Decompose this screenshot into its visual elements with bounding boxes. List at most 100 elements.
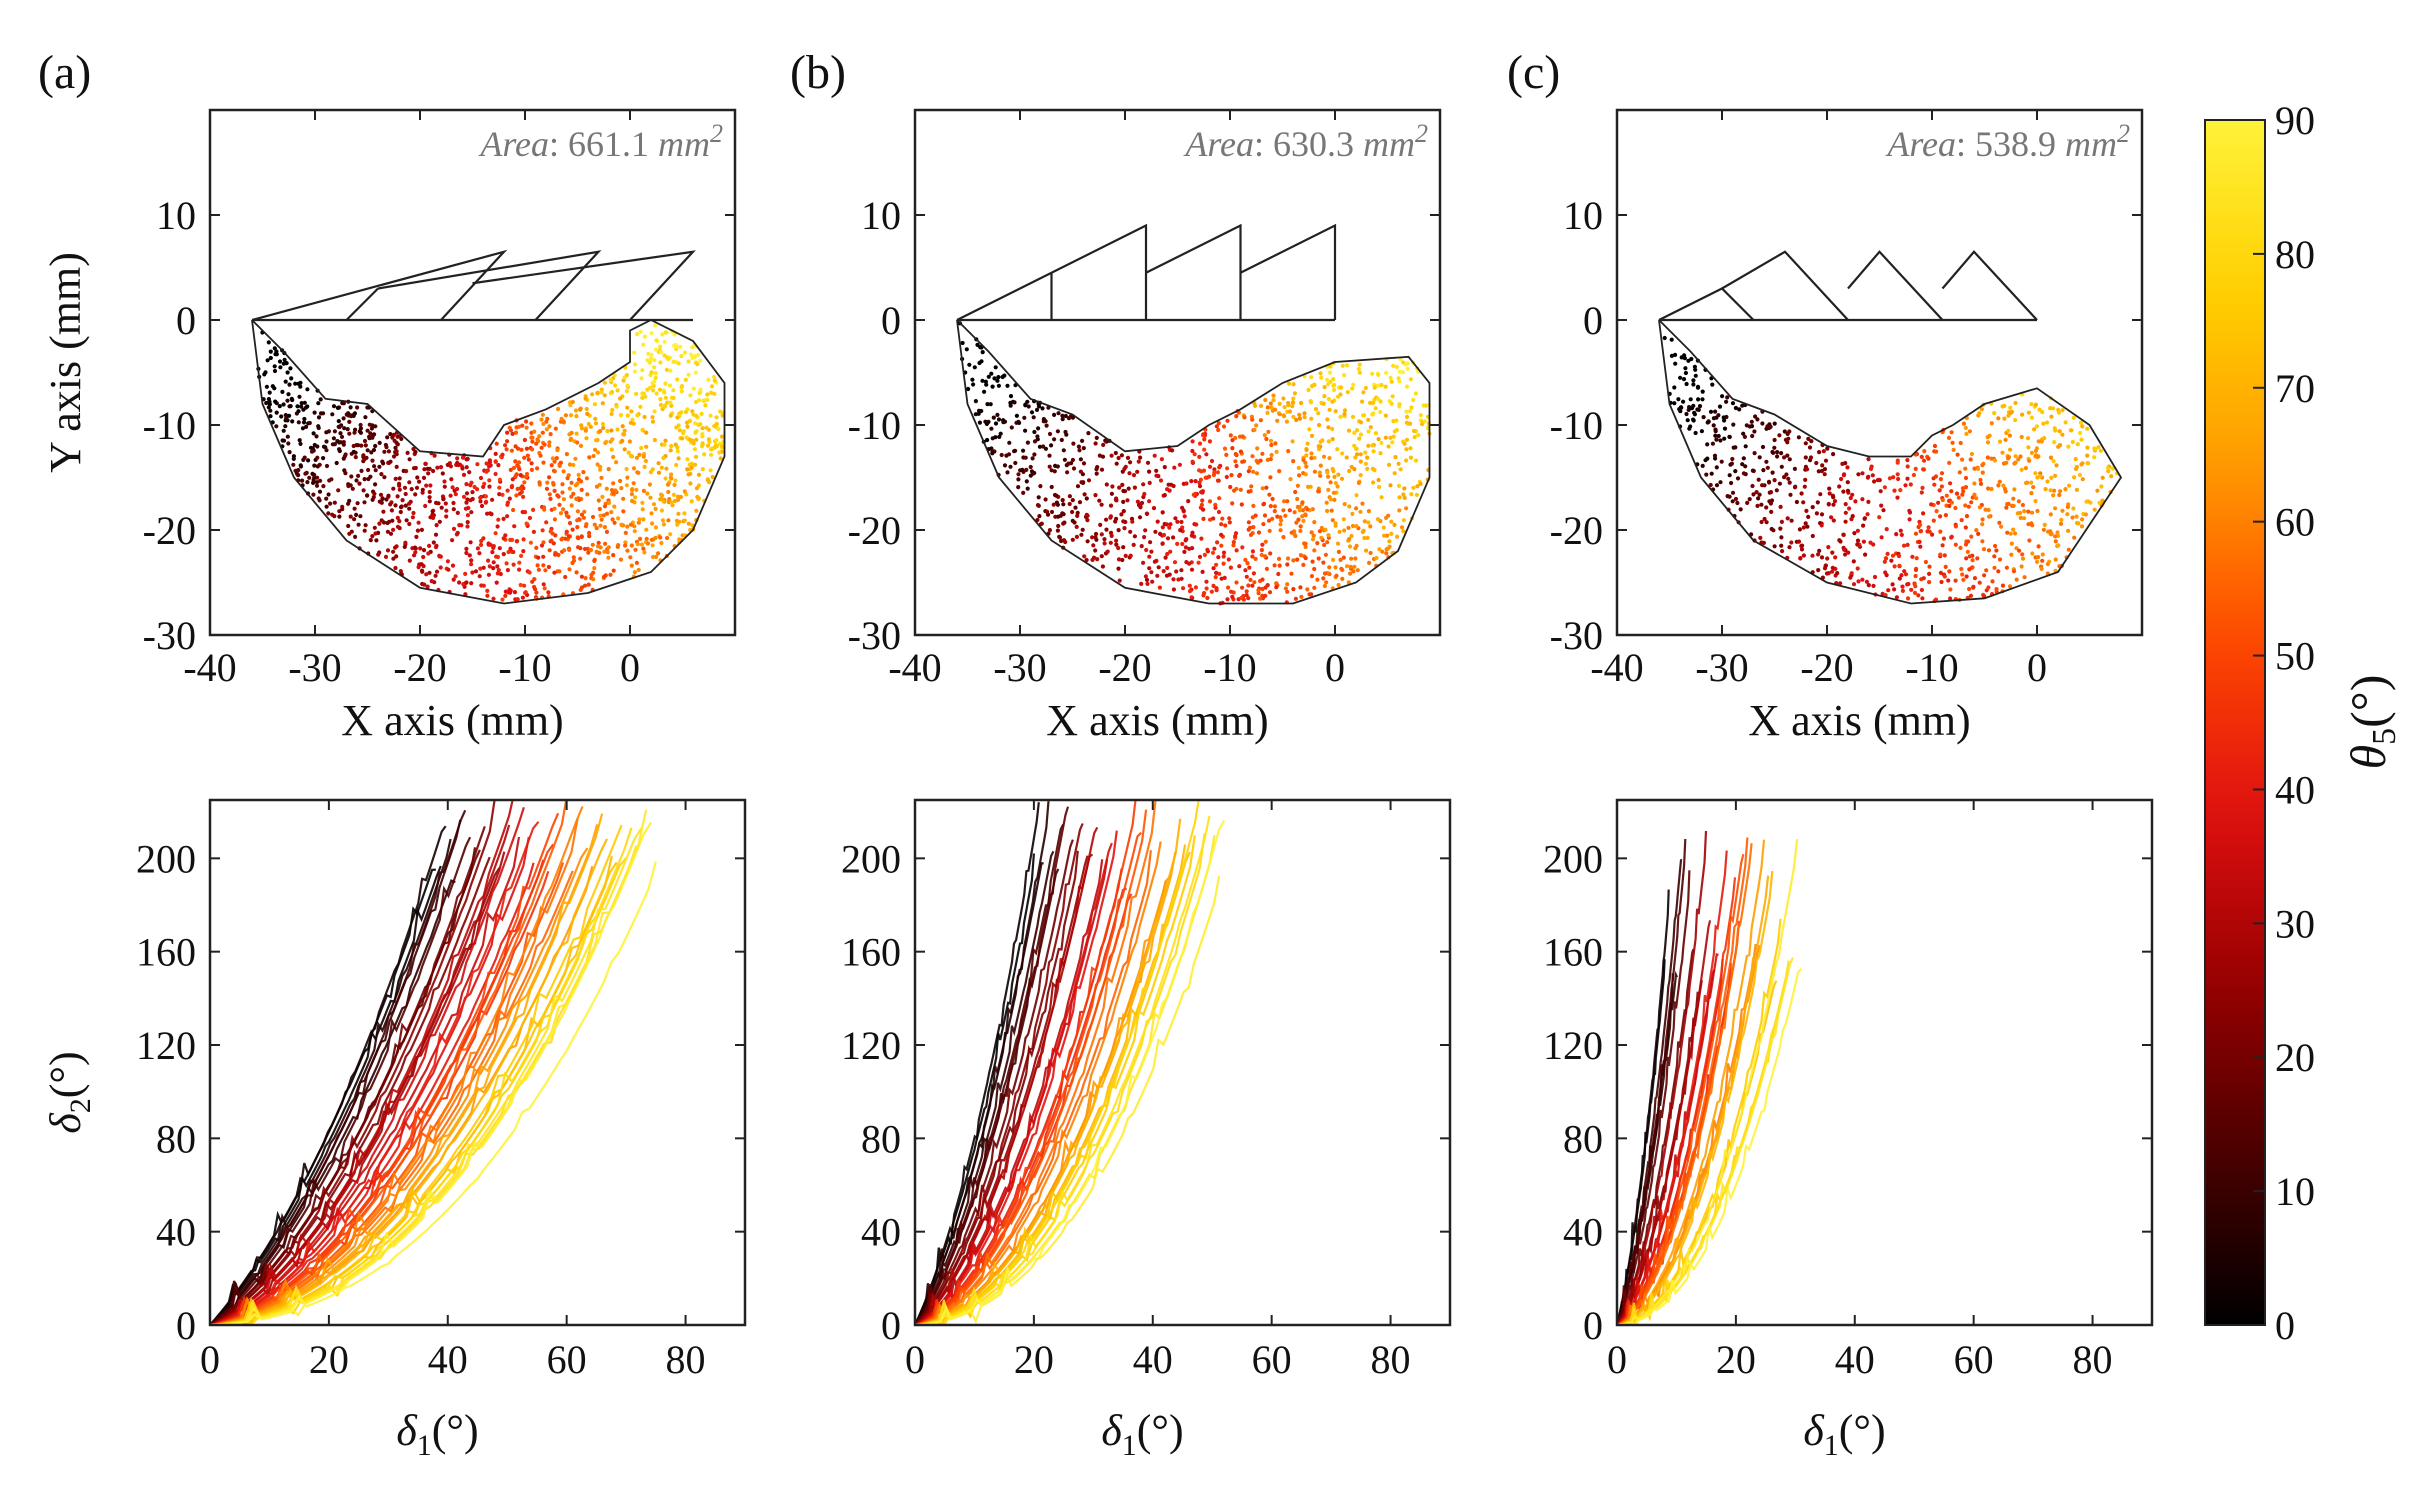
workspace-point: [413, 550, 418, 555]
workspace-point: [1735, 500, 1740, 506]
joint-curve: [210, 824, 623, 1325]
workspace-point: [1338, 557, 1343, 563]
workspace-point: [423, 461, 428, 466]
workspace-point: [1261, 522, 1266, 527]
workspace-point: [1271, 398, 1276, 403]
workspace-point: [1298, 553, 1303, 558]
workspace-point: [1263, 539, 1268, 544]
workspace-point: [2020, 412, 2025, 417]
workspace-point: [1186, 499, 1191, 504]
workspace-point: [2013, 460, 2018, 465]
workspace-point: [365, 428, 370, 433]
workspace-point: [469, 558, 474, 563]
workspace-point: [698, 422, 703, 427]
workspace-point: [1390, 394, 1395, 399]
workspace-point: [1214, 562, 1219, 567]
workspace-point: [1296, 465, 1301, 470]
workspace-point: [676, 456, 681, 461]
workspace-point: [1717, 404, 1723, 409]
workspace-point: [1250, 515, 1255, 520]
workspace-point: [1757, 492, 1762, 497]
workspace-point: [1408, 421, 1413, 426]
workspace-point: [2106, 469, 2111, 474]
workspace-point: [567, 521, 573, 526]
workspace-point: [1060, 511, 1065, 516]
workspace-point: [513, 444, 518, 449]
workspace-point: [282, 357, 287, 362]
workspace-point: [1263, 554, 1268, 559]
workspace-point: [685, 457, 690, 462]
workspace-point: [393, 445, 398, 450]
workspace-point: [1848, 575, 1853, 580]
workspace-point: [2018, 454, 2023, 459]
workspace-point: [1953, 542, 1958, 547]
workspace-point: [1347, 468, 1352, 474]
workspace-point: [1267, 518, 1272, 523]
workspace-point: [1954, 491, 1960, 496]
workspace-point: [1331, 387, 1337, 393]
workspace-point: [1827, 491, 1832, 496]
workspace-point: [477, 551, 482, 556]
workspace-point: [1010, 399, 1016, 404]
workspace-point: [491, 560, 496, 565]
workspace-point: [391, 549, 396, 554]
workspace-point: [1194, 522, 1199, 527]
workspace-point: [1264, 566, 1269, 572]
workspace-point: [584, 476, 590, 481]
workspace-point: [1892, 564, 1897, 569]
workspace-point: [1256, 588, 1261, 593]
area-prefix: Area: [478, 124, 549, 164]
workspace-point: [1383, 384, 1388, 389]
workspace-point: [1272, 509, 1277, 514]
workspace-point: [493, 459, 498, 464]
workspace-point: [1939, 579, 1944, 585]
workspace-point: [1673, 361, 1678, 366]
workspace-point: [1408, 455, 1413, 460]
workspace-point: [1780, 549, 1785, 554]
workspace-point: [1978, 477, 1983, 483]
workspace-point: [1350, 386, 1355, 391]
workspace-point: [1673, 352, 1678, 357]
workspace-point: [579, 487, 584, 492]
workspace-point: [1933, 597, 1939, 602]
workspace-point: [332, 514, 337, 519]
workspace-point: [1336, 582, 1341, 588]
workspace-point: [2035, 559, 2040, 565]
workspace-point: [1025, 486, 1030, 491]
x-tick-label: 80: [2073, 1337, 2113, 1382]
workspace-point: [692, 354, 697, 360]
workspace-point: [2026, 410, 2031, 415]
workspace-point: [591, 570, 596, 575]
workspace-boundary: [251, 318, 726, 605]
workspace-point: [1843, 552, 1848, 557]
workspace-point: [299, 401, 304, 406]
workspace-point: [674, 518, 680, 524]
workspace-point: [1303, 513, 1308, 518]
workspace-point: [1304, 464, 1309, 469]
workspace-point: [1108, 503, 1114, 508]
workspace-point: [1322, 571, 1328, 576]
workspace-point: [1787, 457, 1792, 462]
workspace-point: [1160, 541, 1165, 546]
workspace-point: [2068, 428, 2073, 433]
workspace-point: [488, 542, 493, 547]
workspace-point: [1125, 498, 1130, 503]
workspace-point: [1392, 522, 1397, 528]
workspace-point: [533, 587, 538, 592]
workspace-point: [1760, 483, 1765, 488]
workspace-point: [665, 482, 671, 487]
workspace-point: [1948, 587, 1953, 592]
workspace-point: [683, 377, 688, 382]
workspace-point: [575, 481, 580, 486]
y-tick-label: 160: [841, 930, 901, 975]
y-tick-label: 160: [1543, 930, 1603, 975]
workspace-point: [1269, 452, 1274, 458]
workspace-point: [1344, 455, 1349, 460]
workspace-point: [407, 521, 412, 527]
workspace-point: [438, 465, 444, 470]
workspace-point: [1128, 460, 1133, 465]
workspace-point: [470, 570, 475, 575]
workspace-point: [1794, 499, 1799, 505]
workspace-point: [665, 535, 670, 541]
workspace-point: [1210, 550, 1216, 555]
